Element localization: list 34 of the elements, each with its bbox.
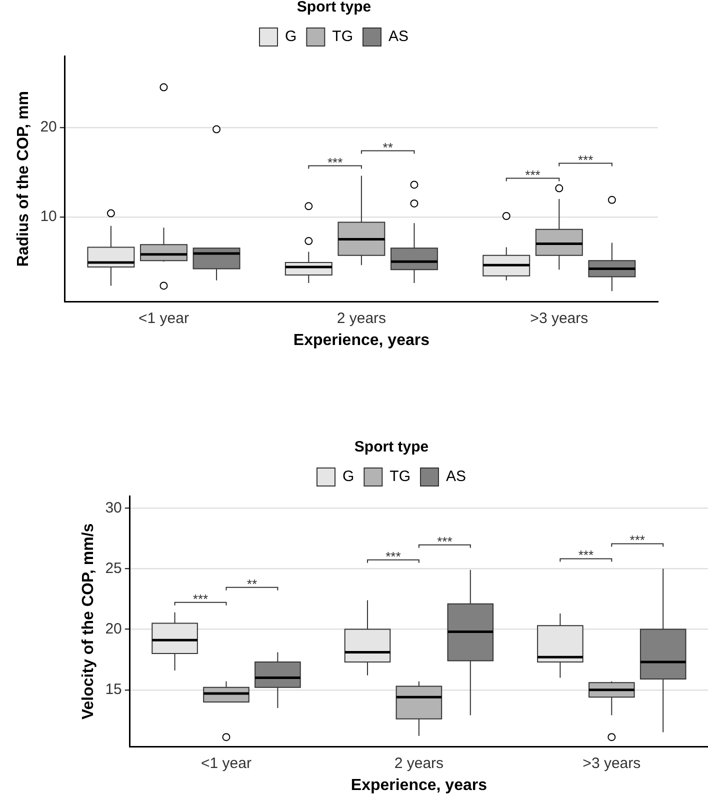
annotation: *** [437,534,452,549]
annotation: ** [246,576,258,592]
y-tick-label: 20 [105,620,122,638]
annotation: *** [192,591,208,606]
annotation: *** [525,167,540,182]
annotation: ** [382,140,393,155]
annotation: *** [327,154,343,170]
y-tick-label: 20 [40,118,57,136]
legend-label: TG [390,468,411,486]
y-tick-label: 10 [40,208,57,226]
legend-label: TG [332,28,354,46]
x-tick-label: <1 year [138,310,189,327]
x-axis-title: Experience, years [350,776,488,794]
x-tick-label: >3 years [582,754,641,772]
legend-label: AS [388,28,409,46]
annotation: *** [578,548,594,563]
x-tick-label: >3 years [530,310,588,327]
y-tick-label: 25 [105,560,122,577]
x-axis-title: Experience, years [293,332,430,349]
y-tick-label: 15 [105,680,122,698]
y-axis-title: Velocity of the COP, mm/s [80,523,98,720]
annotation: *** [630,532,645,548]
legend-title: Sport type [354,438,429,456]
legend-label: G [284,28,297,46]
legend-title: Sport type [296,0,372,16]
legend-label: AS [446,468,466,486]
x-tick-label: 2 years [336,310,386,327]
x-tick-label: 2 years [394,754,444,772]
y-axis-title: Radius of the COP, mm [15,91,32,267]
annotation: *** [578,152,594,168]
x-tick-label: <1 year [201,754,252,772]
annotation: *** [386,548,401,564]
y-tick-label: 30 [105,499,122,516]
legend-label: G [342,468,354,486]
